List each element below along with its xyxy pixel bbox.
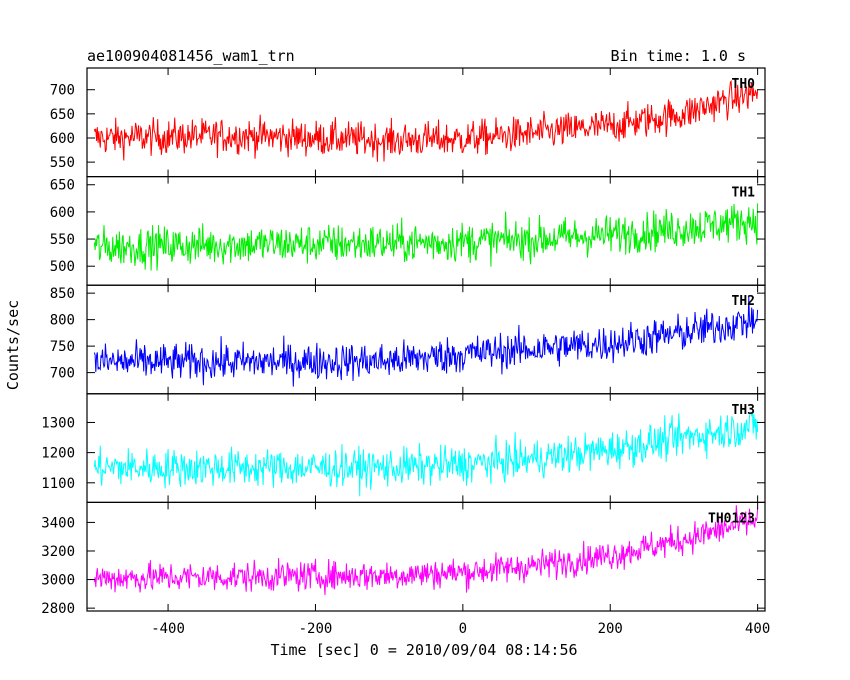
x-tick-label: 400 bbox=[745, 621, 770, 637]
y-tick-label: 3200 bbox=[41, 544, 75, 560]
y-tick-label: 550 bbox=[50, 155, 75, 171]
y-tick-label: 3000 bbox=[41, 573, 75, 589]
y-tick-label: 1100 bbox=[41, 476, 75, 492]
y-tick-label: 2800 bbox=[41, 601, 75, 617]
x-tick-label: -400 bbox=[151, 621, 185, 637]
panel-frame-th3 bbox=[86, 393, 766, 503]
panel-frame-th0123 bbox=[86, 501, 766, 612]
panel-label-th0123: TH0123 bbox=[708, 511, 755, 526]
panel-label-th0: TH0 bbox=[732, 77, 756, 92]
y-tick-label: 1300 bbox=[41, 415, 75, 431]
panel-label-th2: TH2 bbox=[732, 294, 755, 309]
series-line-th0 bbox=[93, 77, 759, 162]
y-tick-label: 650 bbox=[50, 178, 75, 194]
y-tick-label: 550 bbox=[50, 232, 75, 248]
y-axis-label: Counts/sec bbox=[4, 300, 22, 390]
x-tick-label: 200 bbox=[598, 621, 623, 637]
panel-frame-th2 bbox=[86, 284, 766, 395]
x-tick-label: -200 bbox=[299, 621, 333, 637]
panel-label-th1: TH1 bbox=[732, 186, 756, 201]
y-tick-label: 600 bbox=[50, 131, 75, 147]
y-tick-label: 1200 bbox=[41, 446, 75, 462]
y-tick-label: 700 bbox=[50, 83, 75, 99]
panels-group: 550 600 650 700 TH0 500 550 600 650 TH1 700 750 800 8… bbox=[41, 67, 770, 637]
y-tick-label: 600 bbox=[50, 205, 75, 221]
series-line-th2 bbox=[93, 296, 759, 387]
y-tick-label: 700 bbox=[50, 366, 75, 382]
y-tick-label: 500 bbox=[50, 259, 75, 275]
series-line-th3 bbox=[93, 411, 759, 497]
y-tick-label: 3400 bbox=[41, 515, 75, 531]
panel-label-th3: TH3 bbox=[732, 403, 755, 418]
series-line-th0123 bbox=[93, 505, 759, 596]
x-tick-label: 0 bbox=[459, 621, 467, 637]
y-tick-label: 800 bbox=[50, 313, 75, 329]
y-tick-label: 650 bbox=[50, 107, 75, 123]
bin-time-label: Bin time: 1.0 s bbox=[611, 47, 746, 65]
y-tick-label: 750 bbox=[50, 339, 75, 355]
y-tick-label: 850 bbox=[50, 286, 75, 302]
series-line-th1 bbox=[93, 203, 759, 271]
x-axis-label: Time [sec] 0 = 2010/09/04 08:14:56 bbox=[270, 641, 577, 659]
chart-title: ae100904081456_wam1_trn bbox=[87, 47, 295, 65]
